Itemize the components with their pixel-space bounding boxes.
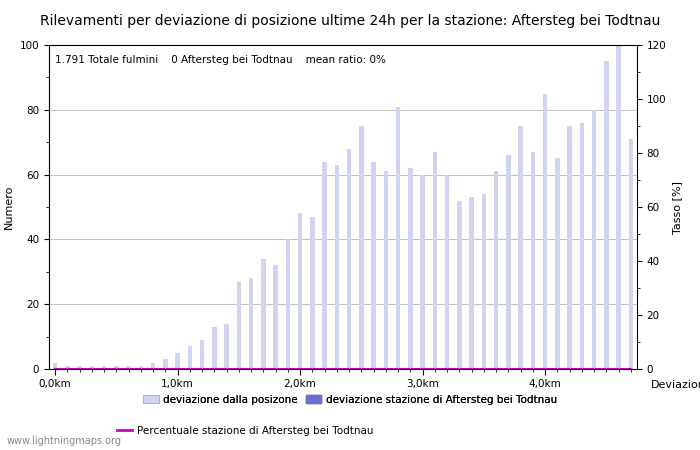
Bar: [604, 61, 608, 369]
Bar: [249, 278, 253, 369]
Bar: [396, 107, 400, 369]
Bar: [78, 366, 82, 369]
Legend: Percentuale stazione di Aftersteg bei Todtnau: Percentuale stazione di Aftersteg bei To…: [113, 422, 377, 440]
Bar: [298, 213, 302, 369]
Bar: [335, 165, 339, 369]
Bar: [384, 171, 388, 369]
Y-axis label: Tasso [%]: Tasso [%]: [672, 180, 682, 234]
Bar: [457, 201, 461, 369]
Bar: [543, 94, 547, 369]
Text: www.lightningmaps.org: www.lightningmaps.org: [7, 436, 122, 446]
Bar: [531, 152, 535, 369]
Bar: [274, 266, 278, 369]
Bar: [519, 126, 523, 369]
Bar: [445, 175, 449, 369]
Bar: [482, 194, 486, 369]
Bar: [408, 168, 412, 369]
Bar: [359, 126, 363, 369]
Bar: [323, 162, 327, 369]
Bar: [506, 155, 510, 369]
Bar: [555, 158, 559, 369]
Bar: [139, 366, 143, 369]
Bar: [225, 324, 229, 369]
Bar: [261, 259, 265, 369]
Bar: [200, 340, 204, 369]
Bar: [212, 327, 216, 369]
Bar: [592, 110, 596, 369]
Bar: [127, 366, 131, 369]
Text: 1.791 Totale fulmini    0 Aftersteg bei Todtnau    mean ratio: 0%: 1.791 Totale fulmini 0 Aftersteg bei Tod…: [55, 55, 386, 65]
Bar: [102, 366, 106, 369]
Bar: [347, 148, 351, 369]
Bar: [114, 366, 118, 369]
Bar: [580, 123, 584, 369]
Bar: [629, 139, 633, 369]
Text: Deviazioni: Deviazioni: [651, 380, 700, 390]
Bar: [237, 282, 241, 369]
Bar: [421, 175, 425, 369]
Bar: [151, 363, 155, 369]
Bar: [617, 45, 621, 369]
Bar: [310, 217, 314, 369]
Y-axis label: Numero: Numero: [4, 185, 14, 229]
Bar: [568, 126, 572, 369]
Bar: [163, 359, 167, 369]
Bar: [470, 197, 474, 369]
Bar: [494, 171, 498, 369]
Bar: [286, 239, 290, 369]
Bar: [188, 346, 192, 369]
Bar: [433, 152, 437, 369]
Bar: [176, 353, 180, 369]
Bar: [372, 162, 376, 369]
Bar: [65, 366, 69, 369]
Bar: [53, 363, 57, 369]
Bar: [90, 366, 94, 369]
Text: Rilevamenti per deviazione di posizione ultime 24h per la stazione: Aftersteg be: Rilevamenti per deviazione di posizione …: [40, 14, 660, 27]
Legend: deviazione dalla posizone, deviazione stazione di Aftersteg bei Todtnau: deviazione dalla posizone, deviazione st…: [139, 391, 561, 409]
